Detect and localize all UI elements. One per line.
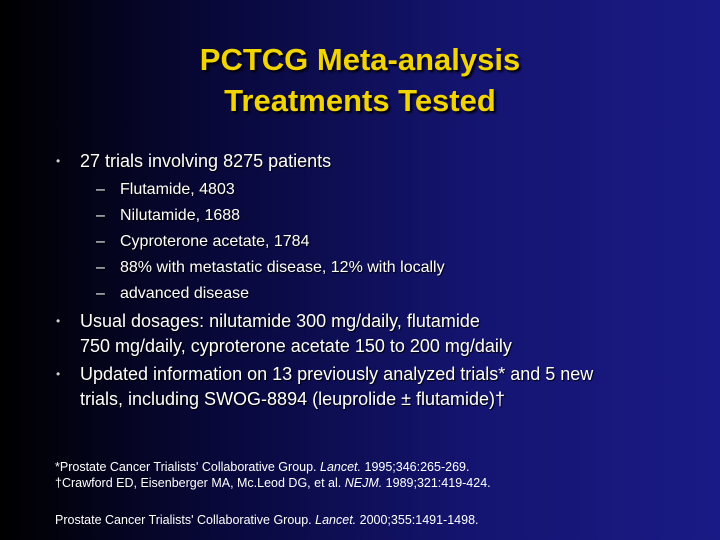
reference-text: 2000;355:1491-1498. xyxy=(356,513,479,527)
reference-text: *Prostate Cancer Trialists' Collaborativ… xyxy=(55,460,320,474)
reference-text: †Crawford ED, Eisenberger MA, Mc.Leod DG… xyxy=(55,476,345,490)
reference: †Crawford ED, Eisenberger MA, Mc.Leod DG… xyxy=(55,475,491,491)
journal: NEJM. xyxy=(344,476,383,490)
sub-item: advanced disease xyxy=(96,284,249,304)
reference-text: 1989;321:419-424. xyxy=(382,476,491,490)
sub-item: 88% with metastatic disease, 12% with lo… xyxy=(96,258,445,278)
bullet-line: Usual dosages: nilutamide 300 mg/daily, … xyxy=(56,310,480,332)
journal: Lancet. xyxy=(315,513,357,527)
sub-item: Cyproterone acetate, 1784 xyxy=(96,232,310,252)
reference: Prostate Cancer Trialists' Collaborative… xyxy=(55,512,479,528)
bullet-line: Updated information on 13 previously ana… xyxy=(56,363,593,385)
bullet-line: 27 trials involving 8275 patients xyxy=(56,150,331,172)
reference-text: 1995;346:265-269. xyxy=(361,460,470,474)
reference: *Prostate Cancer Trialists' Collaborativ… xyxy=(55,459,469,475)
journal: Lancet. xyxy=(320,460,362,474)
reference-text: Prostate Cancer Trialists' Collaborative… xyxy=(55,513,316,527)
title-line: PCTCG Meta-analysis xyxy=(199,42,521,77)
bullet-line: trials, including SWOG-8894 (leuprolide … xyxy=(80,389,506,409)
title-line: Treatments Tested xyxy=(224,83,496,118)
sub-item: Nilutamide, 1688 xyxy=(96,206,240,226)
sub-item: Flutamide, 4803 xyxy=(96,180,235,200)
bullet-line: 750 mg/daily, cyproterone acetate 150 to… xyxy=(80,336,512,356)
